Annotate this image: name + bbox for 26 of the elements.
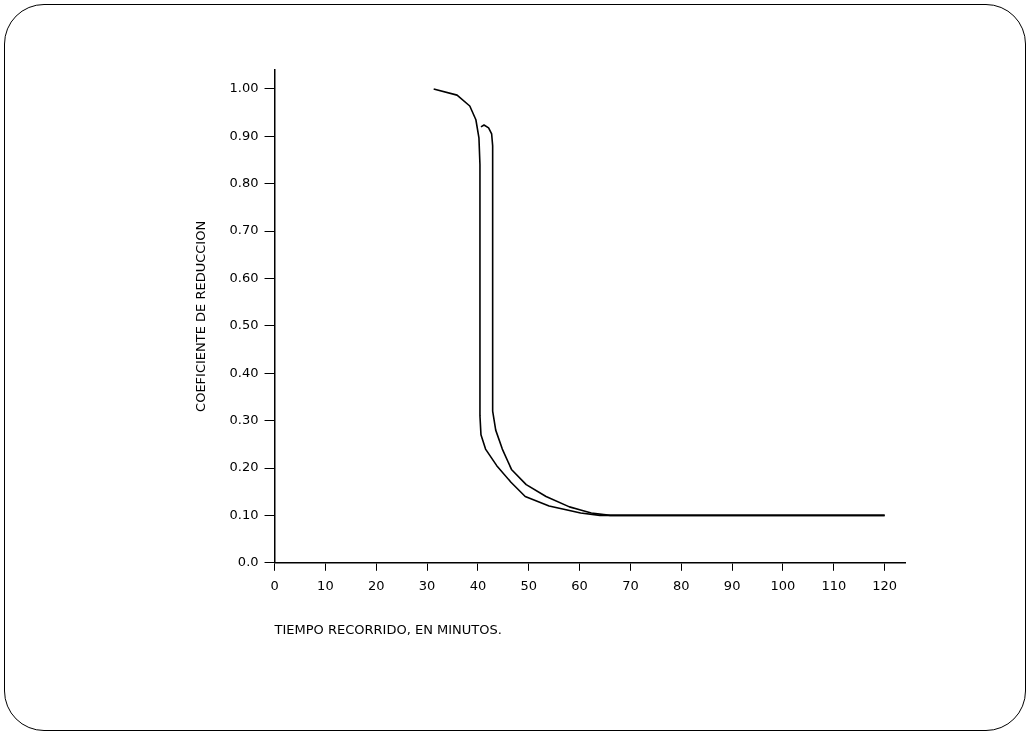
- y-tick-label: 0.40: [229, 364, 259, 380]
- y-tick-label: 0.0: [237, 554, 259, 570]
- x-tick-label: 60: [571, 577, 588, 593]
- y-tick-label: 1.00: [229, 80, 259, 96]
- x-axis-title: TIEMPO RECORRIDO, EN MINUTOS.: [273, 621, 502, 637]
- x-tick-label: 70: [622, 577, 639, 593]
- y-tick-label: 0.80: [229, 175, 259, 191]
- x-tick-label: 50: [520, 577, 538, 593]
- y-tick-label: 0.50: [229, 317, 259, 333]
- x-tick-label: 10: [317, 577, 334, 593]
- x-tick-label: 40: [469, 577, 487, 593]
- x-tick-label: 20: [367, 577, 385, 593]
- x-tick-label: 80: [673, 577, 690, 593]
- y-tick-label: 0.10: [229, 506, 259, 522]
- x-tick-label: 120: [872, 577, 898, 593]
- x-tick-label: 0: [270, 577, 279, 593]
- x-tick-label: 30: [418, 577, 436, 593]
- y-tick-label: 0.20: [229, 459, 259, 475]
- y-tick-label: 0.30: [229, 412, 259, 428]
- x-tick-label: 100: [770, 577, 796, 593]
- y-axis-title: COEFICIENTE DE REDUCCION: [193, 220, 209, 412]
- y-tick-label: 0.90: [229, 127, 259, 143]
- y-tick-label: 0.60: [229, 269, 259, 285]
- x-tick-label: 110: [821, 577, 847, 593]
- y-tick-label: 0.70: [229, 222, 259, 238]
- x-tick-label: 90: [723, 577, 741, 593]
